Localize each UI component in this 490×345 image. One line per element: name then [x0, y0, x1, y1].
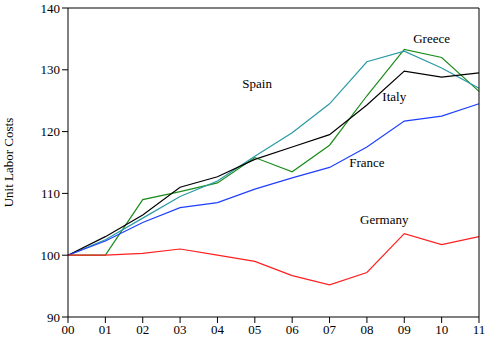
svg-text:10: 10 — [435, 322, 448, 337]
svg-text:05: 05 — [248, 322, 261, 337]
svg-text:Italy: Italy — [382, 89, 406, 104]
svg-text:130: 130 — [41, 62, 61, 77]
svg-text:01: 01 — [99, 322, 112, 337]
svg-text:Unit Labor Costs: Unit Labor Costs — [8, 118, 16, 208]
svg-text:110: 110 — [41, 186, 60, 201]
svg-text:Greece: Greece — [413, 31, 450, 46]
svg-text:90: 90 — [47, 310, 60, 325]
svg-text:140: 140 — [41, 1, 61, 16]
svg-text:09: 09 — [398, 322, 411, 337]
svg-text:11: 11 — [473, 322, 482, 337]
svg-text:100: 100 — [41, 248, 61, 263]
svg-text:France: France — [349, 155, 385, 170]
svg-text:08: 08 — [360, 322, 373, 337]
svg-text:06: 06 — [286, 322, 300, 337]
svg-text:04: 04 — [211, 322, 225, 337]
svg-text:02: 02 — [136, 322, 149, 337]
svg-text:Spain: Spain — [242, 76, 272, 91]
svg-text:00: 00 — [62, 322, 75, 337]
svg-text:03: 03 — [174, 322, 187, 337]
svg-text:120: 120 — [41, 124, 61, 139]
svg-text:Germany: Germany — [360, 212, 409, 227]
svg-text:07: 07 — [323, 322, 337, 337]
